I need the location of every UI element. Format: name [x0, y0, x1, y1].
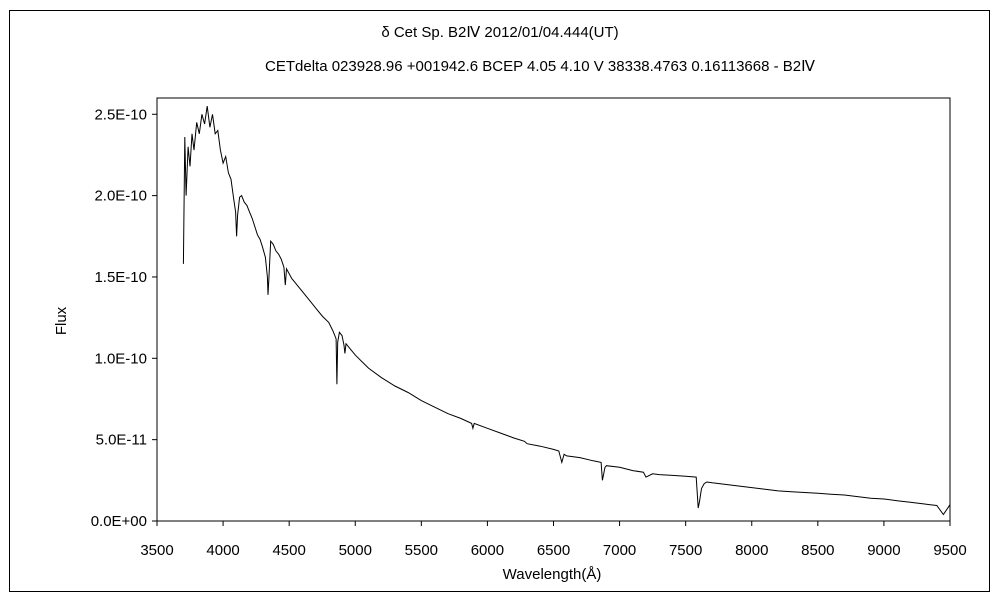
x-tick-label: 5000 [339, 542, 372, 559]
y-tick-label: 1.5E-10 [94, 269, 147, 286]
y-tick-label: 1.0E-10 [94, 350, 147, 367]
x-axis: 3500 4000 4500 5000 5500 6000 6500 7000 7500 8000… [140, 521, 967, 559]
y-tick-label: 0.0E+00 [91, 513, 147, 530]
x-tick-label: 6500 [537, 542, 570, 559]
x-tick-label: 4000 [206, 542, 239, 559]
x-tick-label: 9000 [867, 542, 900, 559]
x-tick-label: 8500 [801, 542, 834, 559]
chart-subtitle: CETdelta 023928.96 +001942.6 BCEP 4.05 4… [265, 58, 815, 75]
spectrum-line [182, 106, 951, 516]
plot-area [156, 97, 951, 522]
x-tick-label: 7000 [603, 542, 636, 559]
x-tick-label: 3500 [140, 542, 173, 559]
y-tick-label: 2.5E-10 [94, 106, 147, 123]
x-tick-label: 8000 [735, 542, 768, 559]
x-axis-label: Wavelength(Å) [503, 566, 602, 583]
y-axis: 0.0E+00 5.0E-11 1.0E-10 1.5E-10 2.0E-10 2.5E-… [91, 106, 157, 530]
x-tick-label: 9500 [933, 542, 966, 559]
x-tick-label: 7500 [669, 542, 702, 559]
y-tick-label: 5.0E-11 [96, 432, 147, 449]
x-tick-label: 5500 [405, 542, 438, 559]
y-axis-label: Flux [53, 306, 70, 335]
chart-title: δ Cet Sp. B2Ⅳ 2012/01/04.444(UT) [381, 24, 619, 41]
x-tick-label: 4500 [272, 542, 305, 559]
x-tick-label: 6000 [471, 542, 504, 559]
y-tick-label: 2.0E-10 [94, 188, 147, 205]
